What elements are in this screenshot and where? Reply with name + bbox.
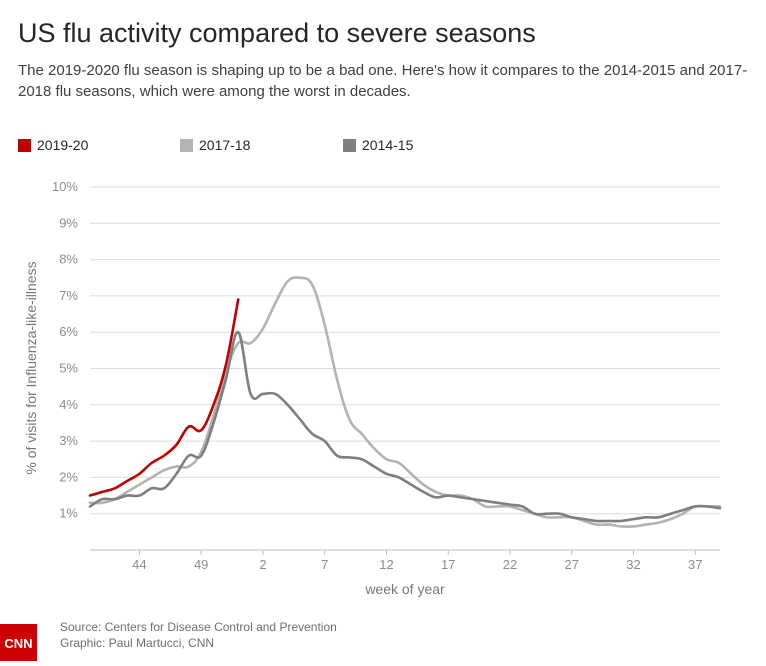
cnn-logo: CNN [0,624,37,661]
y-tick-label: 7% [59,288,78,303]
x-tick-label: 27 [565,557,579,572]
graphic-credit: Graphic: Paul Martucci, CNN [60,636,215,650]
source-note: Source: Centers for Disease Control and … [60,620,337,634]
y-tick-label: 3% [59,433,78,448]
x-tick-label: 37 [688,557,702,572]
x-axis-ticks: 44 49 2 7 12 17 22 27 32 37 [132,550,703,572]
line-chart: 1%2%3%4%5%6%7%8%9%10% 44 49 2 7 12 17 22 27 32 37… [23,179,722,597]
series-line-2017-18 [88,276,722,528]
x-axis-label: week of year [364,581,445,597]
series-line-2019-20 [88,298,240,497]
legend-swatch-2017-18 [180,138,193,152]
y-tick-label: 2% [59,469,78,484]
x-tick-label: 49 [194,557,208,572]
y-tick-label: 8% [59,252,78,267]
x-tick-label: 22 [503,557,517,572]
y-tick-label: 1% [59,506,78,521]
y-tick-label: 9% [59,215,78,230]
gridlines [90,186,720,551]
x-tick-label: 12 [379,557,393,572]
y-tick-label: 4% [59,397,78,412]
legend-label-2014-15: 2014-15 [362,137,414,153]
legend-swatch-2019-20 [18,138,31,152]
y-tick-label: 5% [59,361,78,376]
x-tick-label: 44 [132,557,146,572]
legend-swatch-2014-15 [343,138,356,152]
legend-label-2019-20: 2019-20 [37,137,89,153]
chart-subtitle: The 2019-2020 flu season is shaping up t… [18,62,748,100]
legend-item-2019-20: 2019-20 [18,137,88,153]
series-line-2014-15 [88,330,722,523]
x-tick-label: 2 [259,557,266,572]
legend-item-2017-18: 2017-18 [180,137,250,153]
legend-item-2014-15: 2014-15 [343,137,413,153]
legend-label-2017-18: 2017-18 [199,137,251,153]
chart-title: US flu activity compared to severe seaso… [18,18,536,48]
y-tick-label: 6% [59,324,78,339]
y-axis-label: % of visits for Influenza-like-illness [23,261,39,474]
y-tick-label: 10% [52,179,78,194]
x-tick-label: 7 [321,557,328,572]
legend: 2019-20 2017-18 2014-15 [18,137,758,157]
y-axis-ticks: 1% 2% 3% 4% 5% 6% 7% 8% 9% 10% [52,179,78,521]
series-lines [88,276,722,528]
x-tick-label: 32 [626,557,640,572]
x-tick-label: 17 [441,557,455,572]
cnn-logo-text: CNN [4,636,32,651]
